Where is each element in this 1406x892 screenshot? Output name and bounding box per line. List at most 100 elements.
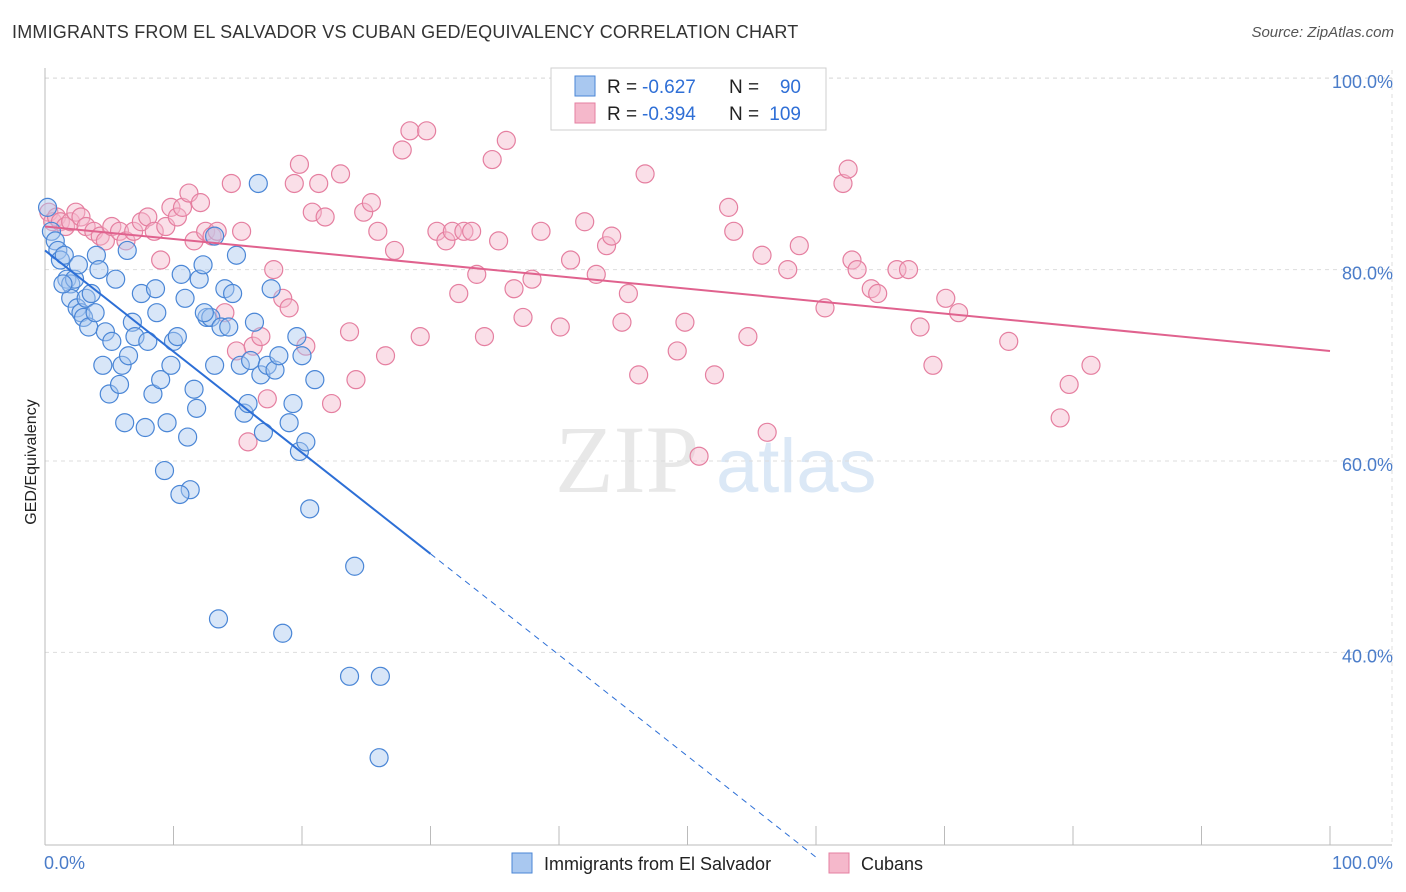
x-tick-label-min: 0.0%	[44, 853, 85, 873]
correlation-legend: R = -0.627 N = 90 R = -0.394 N = 109	[550, 67, 827, 131]
cubans-point-51	[354, 202, 374, 222]
cubans-point-41	[284, 173, 304, 194]
cubans-point-90	[724, 221, 744, 241]
cubans-point-97	[833, 173, 853, 194]
cubans-point-98	[838, 159, 858, 179]
el-salvador-point-20	[99, 384, 119, 404]
cubans-point-33	[232, 221, 252, 241]
el-salvador-point-78	[339, 666, 360, 686]
cubans-point-53	[368, 221, 388, 241]
cubans-point-104	[898, 260, 919, 280]
y-tick-label-60: 60.0%	[1342, 455, 1393, 475]
cubans-point-86	[675, 312, 695, 332]
cubans-point-107	[936, 288, 956, 308]
cubans-point-105	[910, 317, 930, 337]
el-salvador-point-33	[147, 303, 167, 323]
el-salvador-point-88	[145, 279, 166, 299]
cubans-point-112	[1081, 355, 1101, 375]
el-salvador-point-30	[135, 417, 155, 438]
cubans-point-17	[138, 207, 158, 227]
el-salvador-point-21	[102, 331, 122, 351]
el-salvador-point-22	[106, 269, 126, 289]
el-salvador-point-35	[154, 460, 175, 481]
cubans-point-72	[513, 307, 533, 328]
legend-r-value-2: -0.394	[642, 104, 696, 125]
el-salvador-point-57	[230, 355, 250, 375]
el-salvador-point-81	[370, 666, 390, 686]
cubans-point-13	[109, 221, 130, 241]
el-salvador-point-68	[269, 346, 289, 366]
el-salvador-point-84	[117, 240, 137, 261]
bottom-legend-label-cubans: Cubans	[861, 854, 923, 874]
y-axis-label: GED/Equivalency	[23, 399, 40, 524]
cubans-point-44	[302, 202, 322, 222]
trend-line-el-salvador-extension	[430, 553, 817, 858]
bottom-legend-label-el-salvador: Immigrants from El Salvador	[544, 854, 771, 874]
cubans-point-109	[999, 331, 1019, 351]
el-salvador-point-47	[193, 255, 213, 275]
cubans-point-108	[949, 303, 969, 323]
cubans-point-63	[449, 283, 469, 304]
el-salvador-point-41	[175, 288, 195, 308]
cubans-point-70	[496, 130, 516, 151]
cubans-point-85	[667, 341, 687, 361]
cubans-point-102	[868, 283, 888, 304]
y-tick-labels: 40.0% 60.0% 80.0% 100.0%	[1332, 72, 1393, 666]
el-salvador-point-23	[109, 374, 130, 395]
el-salvador-point-27	[122, 312, 142, 332]
cubans-point-31	[221, 173, 241, 194]
cubans-point-50	[346, 370, 366, 390]
el-salvador-point-64	[253, 422, 274, 442]
el-salvador-point-89	[194, 303, 214, 323]
el-salvador-point-74	[292, 346, 312, 366]
legend-n-value-2: 109	[769, 104, 801, 125]
cubans-point-58	[410, 326, 430, 347]
cubans-point-61	[436, 231, 456, 251]
el-salvador-point-72	[287, 326, 307, 347]
el-salvador-point-70	[279, 413, 299, 433]
el-salvador-point-86	[53, 274, 73, 294]
el-salvador-point-54	[219, 317, 239, 337]
cubans-point-68	[482, 149, 502, 170]
el-salvador-point-42	[178, 427, 198, 447]
cubans-point-79	[596, 236, 617, 256]
legend-r-label-2: R =	[607, 104, 637, 125]
legend-r-label-1: R =	[607, 77, 637, 98]
el-salvador-point-76	[300, 499, 320, 519]
y-tick-label-100: 100.0%	[1332, 72, 1393, 92]
cubans-point-75	[550, 317, 570, 337]
el-salvador-point-43	[180, 480, 200, 500]
cubans-point-87	[689, 446, 709, 466]
el-salvador-point-75	[296, 432, 316, 452]
el-salvador-point-56	[226, 245, 247, 265]
el-salvador-point-25	[115, 413, 135, 433]
cubans-point-76	[560, 250, 581, 270]
cubans-point-57	[400, 121, 420, 141]
el-salvador-point-79	[345, 556, 365, 576]
el-salvador-point-46	[189, 269, 209, 289]
cubans-point-55	[384, 240, 405, 261]
cubans-point-65	[462, 221, 482, 241]
el-salvador-point-26	[118, 346, 139, 366]
cubans-point-83	[629, 365, 649, 385]
cubans-point-99	[842, 250, 862, 270]
trend-line-cubans	[44, 225, 1331, 352]
cubans-point-46	[315, 207, 335, 227]
cubans-point-77	[575, 212, 595, 232]
cubans-point-82	[618, 283, 638, 304]
cubans-point-91	[738, 326, 758, 347]
cubans-point-71	[504, 279, 524, 299]
cubans-point-64	[454, 221, 474, 241]
el-salvador-point-67	[265, 360, 285, 380]
series-el-salvador-points	[37, 173, 390, 768]
el-salvador-point-36	[157, 413, 177, 433]
cubans-point-80	[602, 226, 622, 246]
legend-r-value-1: -0.627	[642, 77, 696, 98]
legend-n-label-2: N =	[729, 104, 759, 125]
el-salvador-point-37	[161, 355, 181, 375]
el-salvador-point-45	[187, 398, 207, 418]
cubans-point-7	[71, 207, 91, 227]
cubans-point-74	[531, 221, 551, 241]
cubans-point-42	[289, 154, 310, 174]
cubans-point-49	[339, 322, 360, 342]
